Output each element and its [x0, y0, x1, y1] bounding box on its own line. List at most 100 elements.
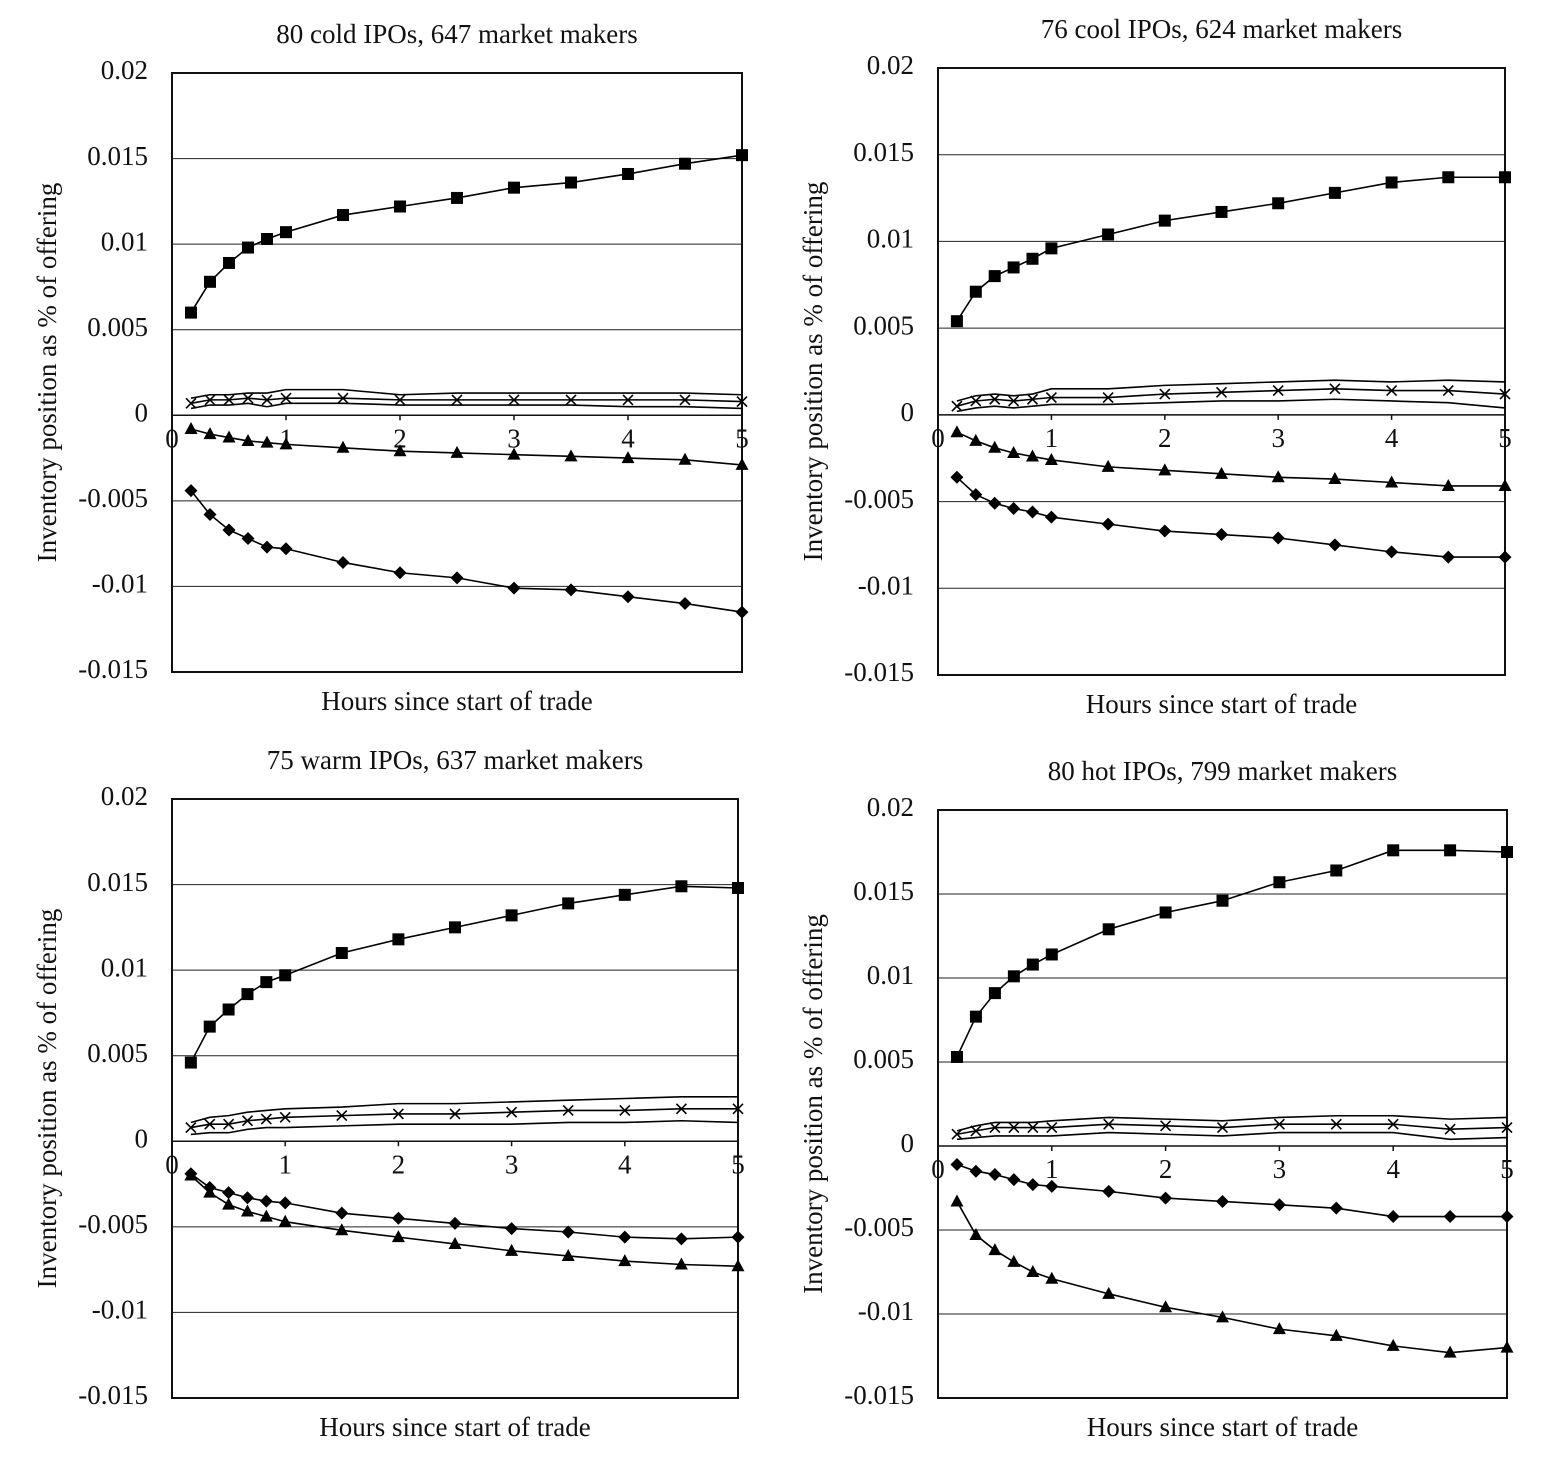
diamond-marker: [950, 470, 964, 484]
y-tick-label: -0.01: [858, 1296, 914, 1326]
chart-title: 75 warm IPOs, 637 market makers: [267, 745, 643, 775]
triangle-marker: [1101, 459, 1115, 472]
diamond-marker: [1158, 524, 1172, 538]
triangle-marker: [950, 425, 964, 438]
x-tick-label: 4: [621, 423, 635, 453]
square-marker: [1045, 948, 1058, 961]
x-marker: [1272, 385, 1284, 397]
series-line: [190, 397, 743, 405]
square-marker: [508, 181, 520, 194]
diamond-marker: [678, 597, 692, 611]
diamond-marker: [731, 1230, 745, 1244]
x-axis-label: Hours since start of trade: [319, 1412, 590, 1442]
square-marker: [1385, 176, 1398, 189]
x-marker: [1008, 395, 1020, 407]
diamond-marker: [279, 542, 293, 556]
x-marker: [1330, 1118, 1342, 1130]
triangle-marker: [260, 435, 274, 448]
x-tick-label: 2: [1158, 423, 1172, 453]
square-marker: [1330, 864, 1343, 877]
x-marker: [951, 400, 963, 412]
diamond-marker: [1045, 1179, 1059, 1193]
square-marker: [222, 1003, 235, 1016]
y-tick-label: 0.015: [87, 867, 148, 897]
y-tick-label: -0.005: [844, 484, 914, 514]
x-marker: [337, 392, 349, 404]
x-marker: [1329, 383, 1341, 395]
square-marker: [185, 306, 198, 319]
x-marker: [675, 1103, 687, 1115]
panel: 80 cold IPOs, 647 market makers Hours sin…: [32, 19, 749, 716]
square-marker: [1328, 186, 1341, 199]
triangle-marker: [259, 1209, 273, 1222]
triangle-marker: [1025, 449, 1039, 462]
x-tick-label: 3: [1273, 1154, 1287, 1184]
x-marker: [204, 1118, 216, 1130]
x-tick-label: 1: [278, 1149, 292, 1179]
triangle-marker: [393, 444, 407, 457]
diamond-marker: [1441, 550, 1455, 564]
y-axis-label: Inventory position as % of offering: [798, 914, 828, 1294]
diamond-marker: [1386, 1210, 1400, 1224]
diamond-marker: [278, 1196, 292, 1210]
square-marker: [736, 149, 748, 162]
x-marker: [1273, 1118, 1285, 1130]
y-tick-label: -0.015: [78, 654, 148, 684]
y-tick-label: -0.005: [844, 1212, 914, 1242]
triangle-marker: [391, 1230, 405, 1243]
diamond-marker: [260, 540, 274, 554]
diamond-marker: [564, 583, 578, 597]
diamond-marker: [450, 571, 464, 585]
square-marker: [622, 167, 634, 180]
square-marker: [562, 897, 575, 910]
x-marker: [970, 395, 982, 407]
series-line: [190, 885, 739, 1063]
x-marker: [1103, 1118, 1115, 1130]
diamond-marker: [448, 1216, 462, 1230]
x-marker: [1008, 1121, 1020, 1134]
y-tick-label: 0.005: [853, 310, 914, 340]
x-marker: [241, 1115, 254, 1127]
diamond-marker: [241, 532, 255, 546]
triangle-marker: [988, 440, 1002, 453]
triangle-marker: [1158, 463, 1172, 476]
diamond-marker: [950, 1157, 964, 1171]
diamond-marker: [222, 1186, 236, 1200]
x-marker: [1387, 1118, 1399, 1130]
plot-frame: [937, 809, 1508, 1399]
diamond-marker: [674, 1232, 688, 1246]
square-marker: [260, 976, 273, 989]
diamond-marker: [1329, 1201, 1343, 1215]
diamond-marker: [1007, 502, 1021, 516]
diamond-marker: [1272, 1198, 1286, 1212]
y-axis-label: Inventory position as % of offering: [32, 183, 62, 563]
x-axis-label: Hours since start of trade: [1086, 689, 1357, 719]
y-tick-label: 0.01: [867, 224, 914, 254]
square-marker: [988, 987, 1001, 1000]
square-marker: [988, 270, 1001, 283]
triangle-marker: [1272, 1322, 1286, 1335]
x-marker: [185, 397, 197, 409]
triangle-marker: [335, 1223, 349, 1236]
square-marker: [260, 233, 273, 246]
square-marker: [1159, 906, 1172, 919]
series-line: [956, 849, 1508, 1058]
series-line: [190, 1095, 738, 1124]
triangle-marker: [448, 1236, 462, 1249]
y-axis-label: Inventory position as % of offering: [798, 182, 828, 562]
square-marker: [241, 988, 254, 1001]
square-marker: [394, 200, 406, 213]
triangle-marker: [505, 1243, 519, 1256]
diamond-marker: [561, 1225, 575, 1239]
diamond-marker: [505, 1222, 519, 1236]
y-tick-label: -0.01: [858, 570, 914, 600]
y-tick-label: 0.01: [101, 226, 148, 256]
square-marker: [1026, 958, 1039, 971]
x-marker: [1501, 1121, 1513, 1134]
triangle-marker: [731, 1259, 745, 1272]
square-marker: [1045, 242, 1058, 255]
series-line: [956, 1114, 1508, 1132]
chart-title: 80 cold IPOs, 647 market makers: [276, 19, 637, 49]
x-marker: [1216, 1121, 1229, 1134]
square-marker: [1273, 876, 1286, 889]
